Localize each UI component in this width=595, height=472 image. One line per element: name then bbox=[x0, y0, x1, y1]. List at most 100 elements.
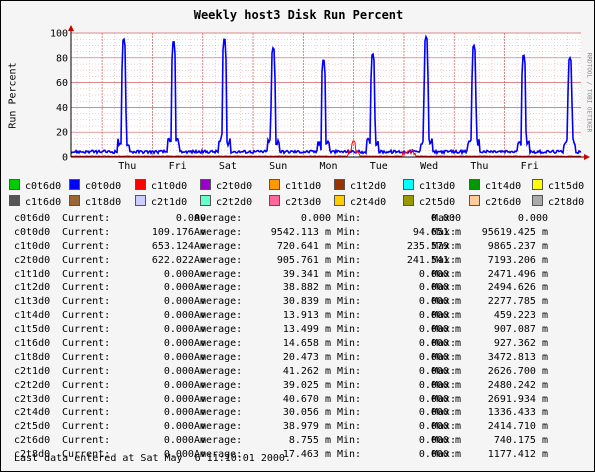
max-label: Max: bbox=[432, 407, 457, 419]
min-value: 0.000 m bbox=[418, 282, 461, 294]
average-label: Average: bbox=[194, 282, 243, 294]
max-label: Max: bbox=[432, 310, 457, 322]
average-label: Average: bbox=[194, 351, 243, 363]
legend-label: c1t3d0 bbox=[419, 181, 456, 192]
current-value: 0.000 m bbox=[163, 268, 206, 280]
current-value: 653.124 m bbox=[151, 240, 206, 252]
y-tick-label: 80 bbox=[56, 53, 68, 64]
disk-name: c1t6d0 bbox=[14, 338, 51, 350]
max-value: 907.087 m bbox=[493, 324, 548, 336]
min-value: 0.000 m bbox=[418, 449, 461, 461]
average-value: 39.341 m bbox=[282, 268, 331, 280]
min-label: Min: bbox=[337, 407, 362, 419]
max-value: 2626.700 m bbox=[487, 365, 548, 377]
max-value: 2494.626 m bbox=[487, 282, 548, 294]
max-value: 2480.242 m bbox=[487, 379, 548, 391]
legend-label: c2t0d0 bbox=[216, 181, 253, 192]
current-value: 109.176 m bbox=[151, 226, 206, 238]
average-label: Average: bbox=[194, 435, 243, 447]
legend-item: c1t0d0 bbox=[135, 179, 187, 193]
min-value: 0.000 m bbox=[418, 338, 461, 350]
average-value: 9542.113 m bbox=[270, 226, 331, 238]
average-value: 720.641 m bbox=[276, 240, 331, 252]
legend-item: c1t4d0 bbox=[469, 179, 521, 193]
current-value: 0.000 bbox=[175, 213, 206, 224]
current-value: 0.000 m bbox=[163, 282, 206, 294]
max-label: Max: bbox=[432, 240, 457, 252]
min-label: Min: bbox=[337, 240, 362, 252]
max-label: Max: bbox=[432, 254, 457, 266]
legend-label: c1t8d0 bbox=[85, 197, 122, 208]
legend-swatch bbox=[334, 195, 345, 206]
current-value: 0.000 m bbox=[163, 449, 206, 461]
current-label: Current: bbox=[62, 393, 111, 405]
max-label: Max: bbox=[432, 365, 457, 377]
current-value: 0.000 m bbox=[163, 365, 206, 377]
min-value: 241.541 m bbox=[406, 254, 461, 266]
y-tick-label: 60 bbox=[56, 78, 68, 89]
max-value: 2277.785 m bbox=[487, 296, 548, 308]
legend-swatch bbox=[269, 179, 280, 190]
disk-name: c2t6d0 bbox=[14, 435, 51, 447]
min-value: 0.000 m bbox=[418, 351, 461, 363]
max-value: 95619.425 m bbox=[481, 226, 548, 238]
legend-label: c2t3d0 bbox=[285, 197, 322, 208]
average-label: Average: bbox=[194, 324, 243, 336]
legend-label: c2t8d0 bbox=[548, 197, 585, 208]
min-label: Min: bbox=[337, 324, 362, 336]
disk-name: c1t4d0 bbox=[14, 310, 51, 322]
average-label: Average: bbox=[194, 226, 243, 238]
legend-swatch bbox=[403, 195, 414, 206]
min-value: 0.000 m bbox=[418, 421, 461, 433]
min-label: Min: bbox=[337, 213, 362, 224]
max-label: Max: bbox=[432, 421, 457, 433]
min-label: Min: bbox=[337, 268, 362, 280]
average-value: 17.463 m bbox=[282, 449, 331, 461]
x-tick-label: Fri bbox=[521, 161, 539, 172]
legend-item: c1t3d0 bbox=[403, 179, 455, 193]
disk-name: c1t5d0 bbox=[14, 324, 51, 336]
min-label: Min: bbox=[337, 296, 362, 308]
legend-label: c0t6d0 bbox=[25, 181, 62, 192]
legend-item: c1t8d0 bbox=[69, 195, 121, 209]
max-label: Max: bbox=[432, 338, 457, 350]
x-tick-label: Tue bbox=[370, 161, 388, 172]
min-value: 0.000 m bbox=[418, 324, 461, 336]
average-label: Average: bbox=[194, 254, 243, 266]
current-label: Current: bbox=[62, 254, 111, 266]
legend-item: c1t5d0 bbox=[532, 179, 584, 193]
legend-label: c1t2d0 bbox=[350, 181, 387, 192]
legend-swatch bbox=[135, 195, 146, 206]
legend-label: c2t2d0 bbox=[216, 197, 253, 208]
disk-name: c1t2d0 bbox=[14, 282, 51, 294]
legend-item: c1t6d0 bbox=[9, 195, 61, 209]
series-line-c1t0d0 bbox=[70, 140, 582, 157]
max-value: 1336.433 m bbox=[487, 407, 548, 419]
max-label: Max: bbox=[432, 324, 457, 336]
min-value: 0.000 m bbox=[418, 379, 461, 391]
current-label: Current: bbox=[62, 310, 111, 322]
average-value: 41.262 m bbox=[282, 365, 331, 377]
legend-item: c0t6d0 bbox=[9, 179, 61, 193]
current-label: Current: bbox=[62, 324, 111, 336]
disk-name: c0t0d0 bbox=[14, 226, 51, 238]
legend-label: c2t5d0 bbox=[419, 197, 456, 208]
x-tick-label: Wed bbox=[420, 161, 438, 172]
current-label: Current: bbox=[62, 351, 111, 363]
legend-label: c1t1d0 bbox=[285, 181, 322, 192]
max-label: Max: bbox=[432, 435, 457, 447]
chart-title: Weekly host3 Disk Run Percent bbox=[193, 8, 404, 22]
legend-swatch bbox=[469, 179, 480, 190]
min-label: Min: bbox=[337, 379, 362, 391]
average-value: 38.882 m bbox=[282, 282, 331, 294]
current-value: 0.000 m bbox=[163, 324, 206, 336]
legend-label: c0t0d0 bbox=[85, 181, 122, 192]
min-value: 94.651 m bbox=[412, 226, 461, 238]
legend-swatch bbox=[469, 195, 480, 206]
average-value: 40.670 m bbox=[282, 393, 331, 405]
max-value: 459.223 m bbox=[493, 310, 548, 322]
min-label: Min: bbox=[337, 421, 362, 433]
legend-swatch bbox=[532, 179, 543, 190]
max-value: 2691.934 m bbox=[487, 393, 548, 405]
average-label: Average: bbox=[194, 379, 243, 391]
